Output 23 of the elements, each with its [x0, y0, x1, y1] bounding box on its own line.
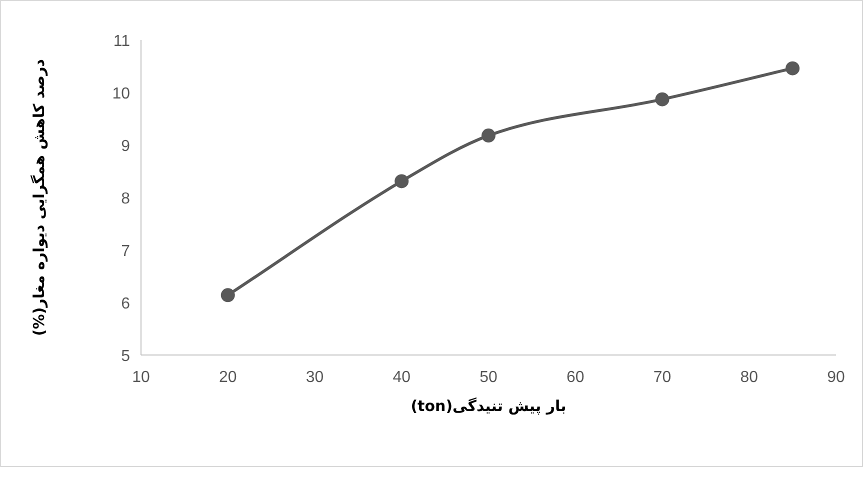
point: [655, 92, 670, 106]
x-axis-title: بار پیش تنیدگی(ton): [410, 397, 566, 415]
x-tick-label: 60: [566, 369, 584, 386]
point: [786, 61, 800, 76]
point: [482, 128, 496, 143]
y-tick-label: 11: [113, 33, 130, 50]
x-tick-label: 80: [740, 369, 758, 386]
y-axis-title: درصد کاهش همگرایی دیواره مغار(%): [30, 58, 48, 336]
x-tick-label: 70: [653, 369, 672, 386]
point: [220, 288, 235, 302]
x-tick-label: 30: [306, 369, 324, 386]
x-tick-label: 20: [218, 369, 237, 386]
y-tick-label: 10: [112, 86, 130, 102]
y-tick-label: 8: [121, 190, 130, 208]
y-tick-label: 9: [121, 138, 130, 155]
x-tick-label: 40: [392, 369, 411, 386]
y-tick-label: 5: [121, 348, 130, 365]
point: [394, 174, 409, 188]
y-tick-label: 7: [121, 243, 130, 260]
x-tick-label: 50: [480, 369, 498, 386]
x-tick-label: 90: [827, 369, 845, 386]
x-tick-label: 10: [132, 369, 150, 386]
y-tick-label: 6: [121, 296, 130, 312]
